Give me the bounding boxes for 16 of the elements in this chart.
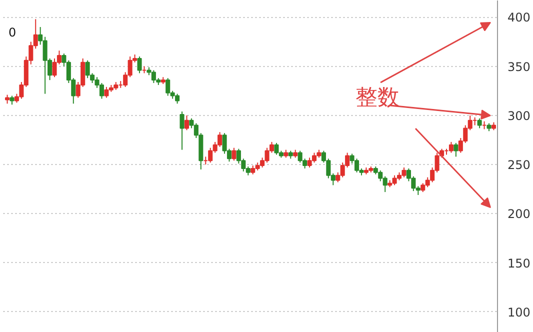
candlestick — [137, 56, 142, 74]
candlestick — [454, 142, 458, 158]
y-tick-label: 350 — [508, 60, 530, 74]
annotation: 整数 — [356, 86, 400, 110]
candlestick — [180, 110, 184, 150]
y-tick-label: 250 — [508, 158, 530, 172]
candlestick — [232, 147, 236, 162]
y-tick-label: 150 — [508, 256, 530, 270]
candlestick — [477, 118, 482, 129]
candlestick — [448, 141, 454, 154]
y-tick-label: 100 — [508, 305, 530, 320]
y-tick-label: 200 — [508, 207, 530, 222]
candlestick — [184, 114, 190, 131]
annotation: 0 — [8, 26, 16, 40]
y-tick-label: 300 — [508, 108, 530, 123]
y-tick-label: 400 — [508, 10, 530, 25]
